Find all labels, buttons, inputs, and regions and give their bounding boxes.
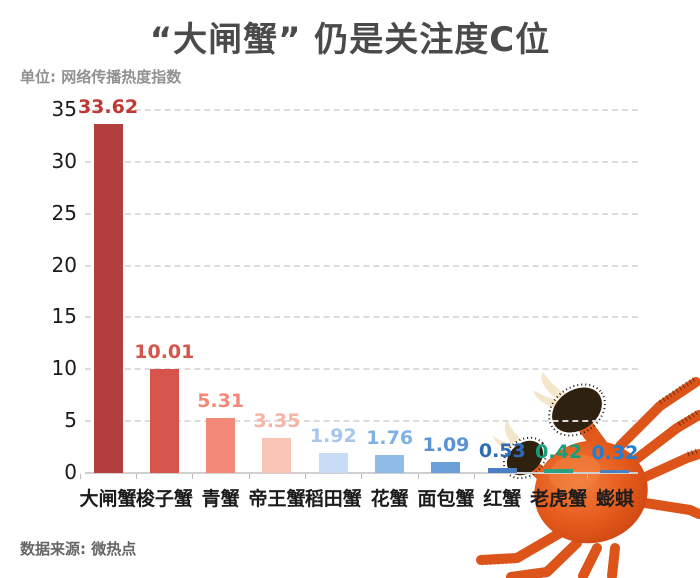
x-axis-tick	[474, 474, 476, 479]
x-axis-tick	[530, 474, 532, 479]
bar-value-label: 0.53	[478, 439, 526, 462]
bar	[431, 461, 461, 473]
y-axis-tick-label: 20	[51, 252, 77, 277]
bar-value-label: 1.76	[366, 426, 414, 449]
x-axis-category-label: 蟛蜞	[595, 488, 634, 510]
gridline	[85, 109, 638, 111]
x-axis-line	[85, 472, 638, 474]
unit-label: 单位: 网络传播热度指数	[20, 68, 182, 86]
bar	[487, 467, 517, 473]
bar-value-label: 3.35	[253, 410, 301, 433]
gridline	[85, 420, 638, 423]
y-axis-tick-label: 25	[51, 200, 77, 225]
y-axis-tick-label: 10	[51, 356, 77, 381]
gridline	[85, 264, 638, 267]
bar-value-label: 5.31	[197, 389, 245, 412]
bar-value-label: 10.01	[134, 341, 195, 364]
x-axis-tick	[586, 474, 588, 479]
crab-image	[476, 372, 700, 578]
y-axis-tick-label: 15	[51, 304, 77, 329]
bar	[149, 369, 179, 473]
x-axis-category-label: 红蟹	[483, 488, 522, 510]
bar-value-label: 0.32	[591, 441, 639, 464]
y-axis-tick-label: 30	[51, 148, 77, 173]
y-axis-tick-label: 35	[51, 97, 77, 121]
x-axis-category-label: 梭子蟹	[135, 488, 193, 510]
data-source-label: 数据来源: 微热点	[20, 540, 137, 558]
x-axis-category-label: 面包蟹	[417, 488, 475, 510]
bar	[600, 469, 630, 473]
bar-value-label: 1.92	[309, 425, 357, 448]
x-axis-category-label: 帝王蟹	[248, 488, 306, 510]
x-axis-category-label: 大闸蟹	[79, 488, 137, 510]
gridline	[85, 212, 638, 215]
x-axis-tick	[305, 474, 307, 479]
bar	[318, 453, 348, 473]
y-axis-tick-label: 0	[64, 460, 77, 484]
bar-value-label: 0.42	[535, 440, 583, 463]
crab-legs-right	[615, 377, 700, 519]
bar-value-label: 1.09	[422, 433, 470, 456]
x-axis-category-label: 稻田蟹	[304, 488, 362, 510]
bar	[93, 124, 123, 473]
gridline	[85, 160, 638, 163]
bar	[262, 438, 292, 473]
x-axis-category-label: 老虎蟹	[530, 488, 588, 510]
crab-legs-bottom	[476, 528, 620, 578]
crab-pincers	[493, 372, 565, 450]
x-axis-category-label: 花蟹	[370, 488, 409, 510]
bar	[544, 468, 574, 473]
bar	[206, 417, 236, 473]
x-axis-tick	[361, 474, 363, 479]
x-axis-tick	[79, 474, 81, 479]
x-axis-tick	[248, 474, 250, 479]
bar	[375, 454, 405, 473]
bar-value-label: 33.62	[77, 96, 139, 119]
gridline	[85, 316, 638, 319]
x-axis-tick	[192, 474, 194, 479]
x-axis-category-label: 青蟹	[201, 488, 240, 510]
x-axis-tick	[136, 474, 138, 479]
x-axis-tick	[417, 474, 419, 479]
y-axis-tick-label: 5	[64, 408, 77, 433]
gridline	[85, 368, 638, 371]
page-title: “大闸蟹” 仍是关注度C位	[149, 20, 551, 60]
